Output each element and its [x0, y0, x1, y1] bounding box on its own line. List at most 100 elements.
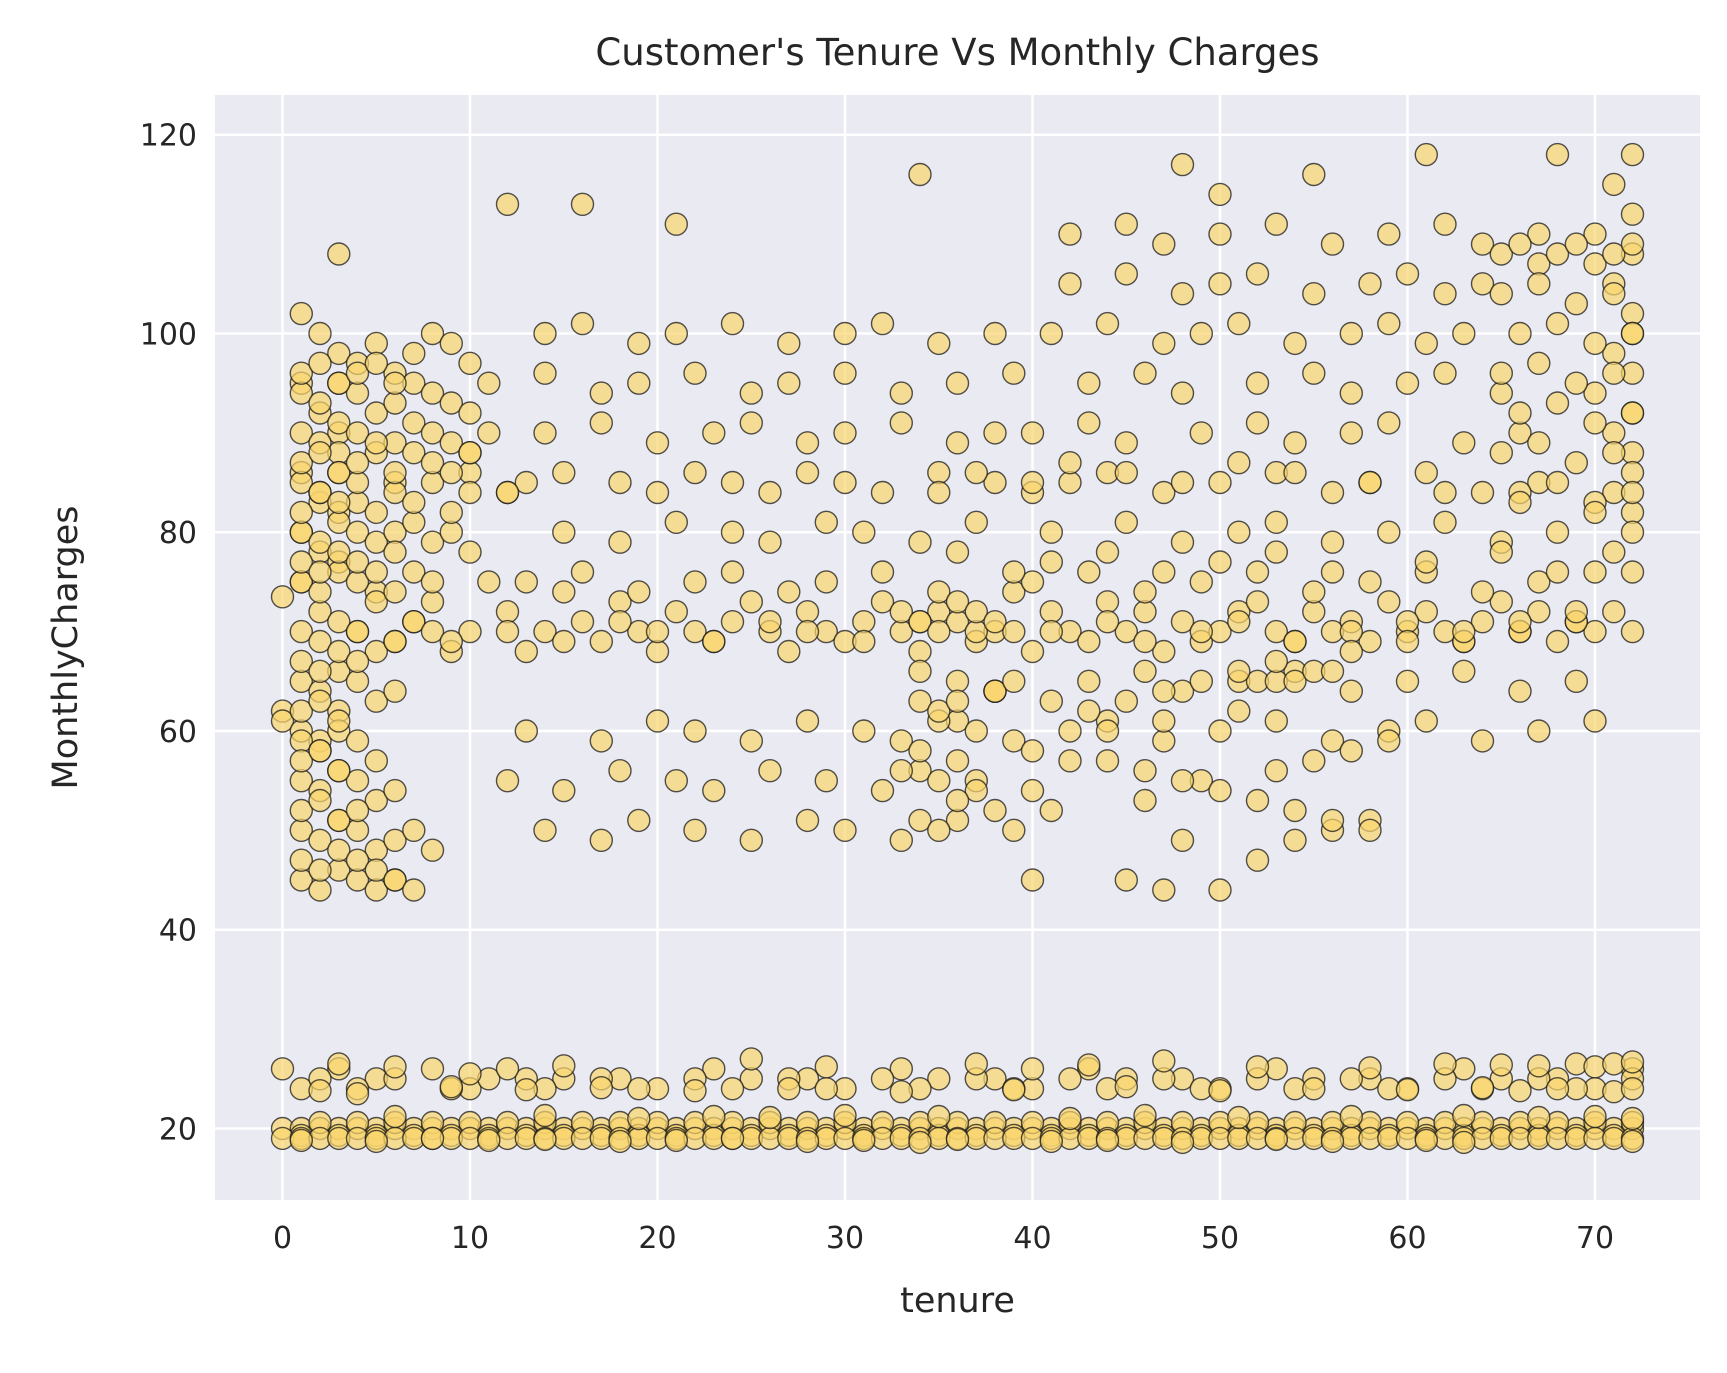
data-point — [1433, 361, 1457, 385]
data-point — [1264, 709, 1289, 733]
data-point — [1583, 1104, 1607, 1129]
data-point — [1414, 142, 1439, 167]
data-point — [1058, 451, 1082, 475]
data-point — [1002, 560, 1026, 584]
data-point — [1133, 361, 1157, 385]
data-point — [308, 629, 332, 654]
data-point — [1208, 222, 1232, 246]
data-point — [889, 411, 913, 435]
data-point — [1170, 769, 1195, 793]
data-point — [1114, 868, 1139, 892]
data-point — [1527, 222, 1551, 246]
data-point — [627, 371, 651, 395]
data-point — [1470, 729, 1495, 753]
data-point — [327, 639, 351, 664]
data-point — [1189, 321, 1214, 346]
data-point — [1414, 460, 1439, 485]
data-point — [420, 421, 445, 445]
data-point — [908, 689, 932, 713]
data-point — [1320, 560, 1345, 584]
data-point — [364, 1129, 388, 1154]
data-point — [1245, 1055, 1270, 1079]
data-point — [1283, 460, 1307, 485]
data-point — [383, 580, 407, 604]
data-point — [833, 1103, 857, 1128]
data-point — [758, 530, 782, 554]
data-point — [964, 460, 988, 485]
data-point — [1152, 639, 1176, 664]
data-point — [289, 550, 313, 574]
data-point — [327, 371, 351, 395]
data-point — [1020, 868, 1045, 892]
data-point — [1358, 1056, 1382, 1080]
x-axis-title: tenure — [900, 1281, 1015, 1321]
data-point — [702, 1104, 726, 1129]
data-point — [1302, 361, 1326, 385]
data-point — [1620, 1129, 1645, 1154]
data-point — [795, 1129, 820, 1154]
data-point — [945, 371, 970, 395]
data-point — [1620, 1076, 1645, 1101]
data-point — [1020, 639, 1045, 664]
data-point — [870, 590, 895, 614]
data-point — [1602, 441, 1626, 465]
data-point — [383, 371, 407, 395]
data-point — [1283, 798, 1307, 823]
data-point — [702, 778, 726, 803]
data-point — [739, 729, 763, 753]
data-point — [514, 1077, 538, 1102]
data-point — [1189, 570, 1214, 594]
data-point — [1489, 282, 1514, 306]
data-point — [795, 619, 820, 644]
data-point — [1208, 470, 1232, 495]
data-point — [1545, 629, 1570, 654]
data-point — [627, 808, 651, 833]
data-point — [420, 570, 445, 594]
data-point — [364, 560, 388, 584]
data-point — [270, 585, 295, 609]
data-point — [1264, 759, 1289, 783]
data-point — [345, 729, 370, 753]
data-point — [1264, 619, 1289, 644]
data-point — [1133, 788, 1157, 813]
data-point — [552, 1054, 576, 1078]
data-point — [870, 560, 895, 584]
data-point — [1339, 1104, 1364, 1129]
data-point — [1039, 321, 1064, 346]
data-point — [1320, 530, 1345, 554]
data-point — [833, 470, 857, 495]
data-point — [1395, 371, 1420, 395]
data-point — [1620, 520, 1645, 544]
data-point — [289, 421, 313, 445]
data-point — [664, 321, 688, 346]
data-point — [1508, 321, 1532, 346]
data-point — [1527, 351, 1551, 375]
data-point — [1002, 669, 1026, 693]
data-point — [1077, 1053, 1101, 1077]
data-point — [870, 1067, 895, 1091]
data-point — [327, 540, 351, 564]
data-point — [1002, 729, 1026, 753]
data-point — [1170, 1130, 1195, 1155]
data-point — [1620, 500, 1645, 525]
data-point — [1508, 1078, 1532, 1103]
data-point — [1283, 431, 1307, 455]
data-point — [533, 321, 557, 346]
data-point — [1508, 401, 1532, 425]
data-point — [308, 1078, 332, 1103]
data-point — [1452, 321, 1476, 346]
data-point — [1227, 659, 1251, 683]
data-point — [420, 1126, 445, 1151]
data-point — [420, 381, 445, 405]
data-point — [983, 470, 1007, 495]
data-point — [1077, 669, 1101, 693]
data-point — [1620, 1050, 1645, 1074]
y-tick-label: 20 — [159, 1112, 197, 1147]
data-point — [495, 192, 520, 217]
data-point — [1227, 699, 1251, 723]
data-point — [308, 560, 332, 584]
data-point — [1620, 1106, 1645, 1131]
data-point — [589, 1075, 613, 1100]
data-point — [1527, 1054, 1551, 1078]
data-point — [308, 530, 332, 554]
